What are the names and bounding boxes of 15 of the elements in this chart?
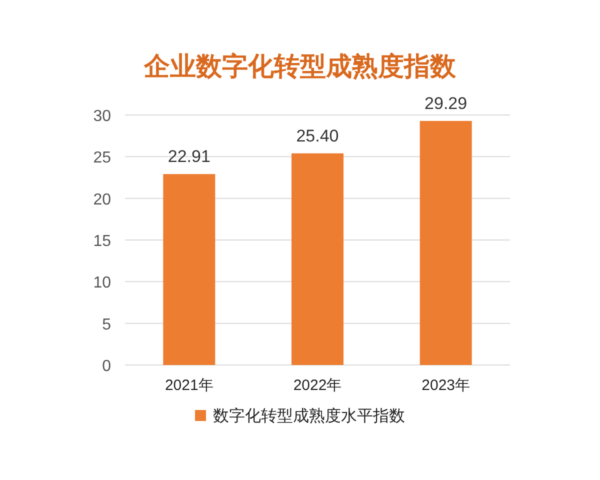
data-label: 29.29 — [424, 94, 468, 113]
data-label: 25.40 — [296, 126, 339, 146]
y-tick-label: 20 — [93, 191, 112, 208]
x-tick-label: 2022年 — [293, 377, 342, 394]
y-tick-label: 0 — [102, 358, 112, 375]
chart-title: 企业数字化转型成熟度指数 — [143, 51, 457, 81]
x-tick-label: 2021年 — [164, 377, 214, 394]
y-tick-label: 25 — [93, 150, 112, 167]
y-tick-label: 10 — [93, 274, 112, 292]
y-tick-label: 5 — [102, 316, 112, 334]
x-tick-label: 2023年 — [422, 377, 470, 394]
data-label: 22.91 — [168, 147, 210, 166]
y-tick-label: 15 — [93, 233, 112, 250]
y-tick-label: 30 — [93, 108, 112, 125]
legend-label: 数字化转型成熟度水平指数 — [213, 407, 405, 425]
